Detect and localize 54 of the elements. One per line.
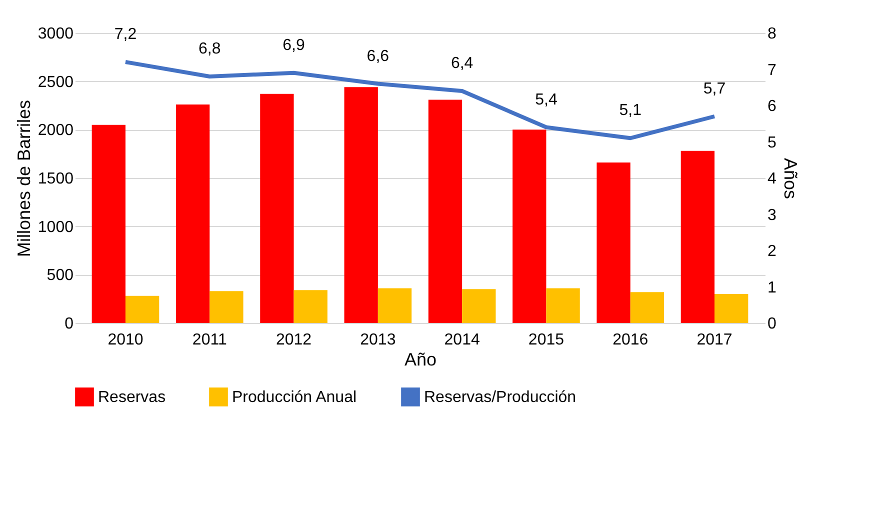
data-label: 6,8 xyxy=(198,40,221,58)
y2-tick-label: 7 xyxy=(768,62,776,79)
y2-tick-label: 2 xyxy=(768,243,776,260)
y2-axis-title: Años xyxy=(780,158,800,200)
bar xyxy=(210,291,244,323)
y-tick-label: 2000 xyxy=(38,122,74,140)
y-tick-label: 1500 xyxy=(38,170,74,188)
y2-tick-label: 5 xyxy=(768,134,776,152)
data-label: 6,6 xyxy=(366,48,390,65)
y-tick-label: 3000 xyxy=(38,26,74,42)
bar xyxy=(378,288,412,323)
x-tick-label: 2014 xyxy=(444,332,480,348)
bar xyxy=(596,162,630,323)
bar xyxy=(428,100,462,323)
legend-label: Producción Anual xyxy=(232,388,357,406)
y-tick-label: 0 xyxy=(64,316,74,332)
y2-tick-label: 1 xyxy=(768,279,776,296)
y2-tick-label: 0 xyxy=(768,316,776,332)
legend-label: Reservas xyxy=(98,388,166,406)
bar xyxy=(260,94,294,323)
data-label: 6,9 xyxy=(282,36,305,54)
bar xyxy=(630,292,664,323)
legend-label: Reservas/Producción xyxy=(424,388,576,406)
y2-tick-label: 3 xyxy=(768,206,776,224)
y2-tick-label: 4 xyxy=(768,170,776,188)
data-label: 6,4 xyxy=(450,55,474,72)
y2-tick-label: 8 xyxy=(768,26,776,42)
y-tick-label: 500 xyxy=(46,267,74,284)
bar xyxy=(92,124,126,323)
data-label: 5,1 xyxy=(619,102,642,120)
bar xyxy=(546,288,580,323)
x-tick-label: 2013 xyxy=(360,332,396,348)
x-axis-title: Año xyxy=(404,350,437,370)
data-label: 5,4 xyxy=(535,91,558,108)
bar xyxy=(680,150,715,323)
bar xyxy=(512,130,546,323)
data-label: 7,2 xyxy=(114,26,137,43)
x-tick-label: 2011 xyxy=(192,332,227,348)
x-tick-label: 2015 xyxy=(528,332,564,348)
x-tick-label: 2017 xyxy=(696,332,732,348)
x-tick-label: 2016 xyxy=(612,332,648,348)
x-tick-label: 2010 xyxy=(108,332,144,348)
bar xyxy=(344,87,378,323)
y-tick-label: 2500 xyxy=(38,74,74,91)
bar xyxy=(125,296,160,323)
data-label: 5,7 xyxy=(703,80,726,98)
y2-tick-label: 6 xyxy=(768,98,776,115)
bar xyxy=(714,294,748,323)
bar xyxy=(294,290,328,323)
bar xyxy=(176,104,210,323)
y-axis-title: Millones de Barriles xyxy=(14,100,34,258)
y-tick-label: 1000 xyxy=(38,218,74,236)
bar xyxy=(462,289,496,323)
x-tick-label: 2012 xyxy=(276,332,312,348)
